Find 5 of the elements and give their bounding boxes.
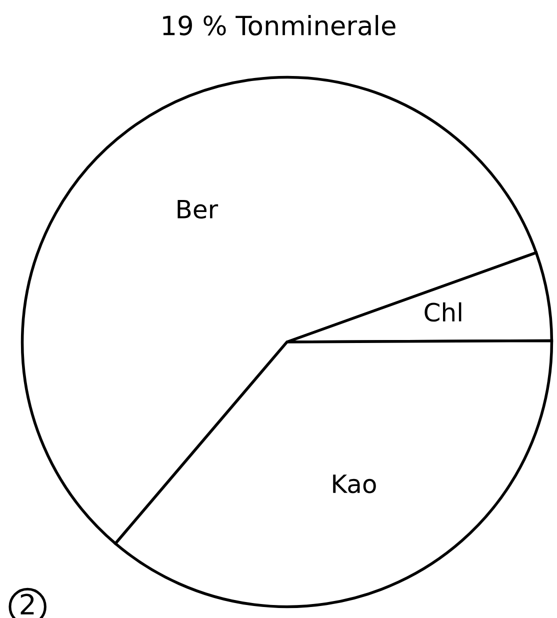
chart-title: 19 % Tonminerale [163, 15, 396, 36]
slice-label: Kao [333, 474, 376, 494]
slice-label: Chl [424, 302, 462, 322]
slice-label: Ber [178, 200, 218, 219]
text: 2 [20, 594, 34, 614]
